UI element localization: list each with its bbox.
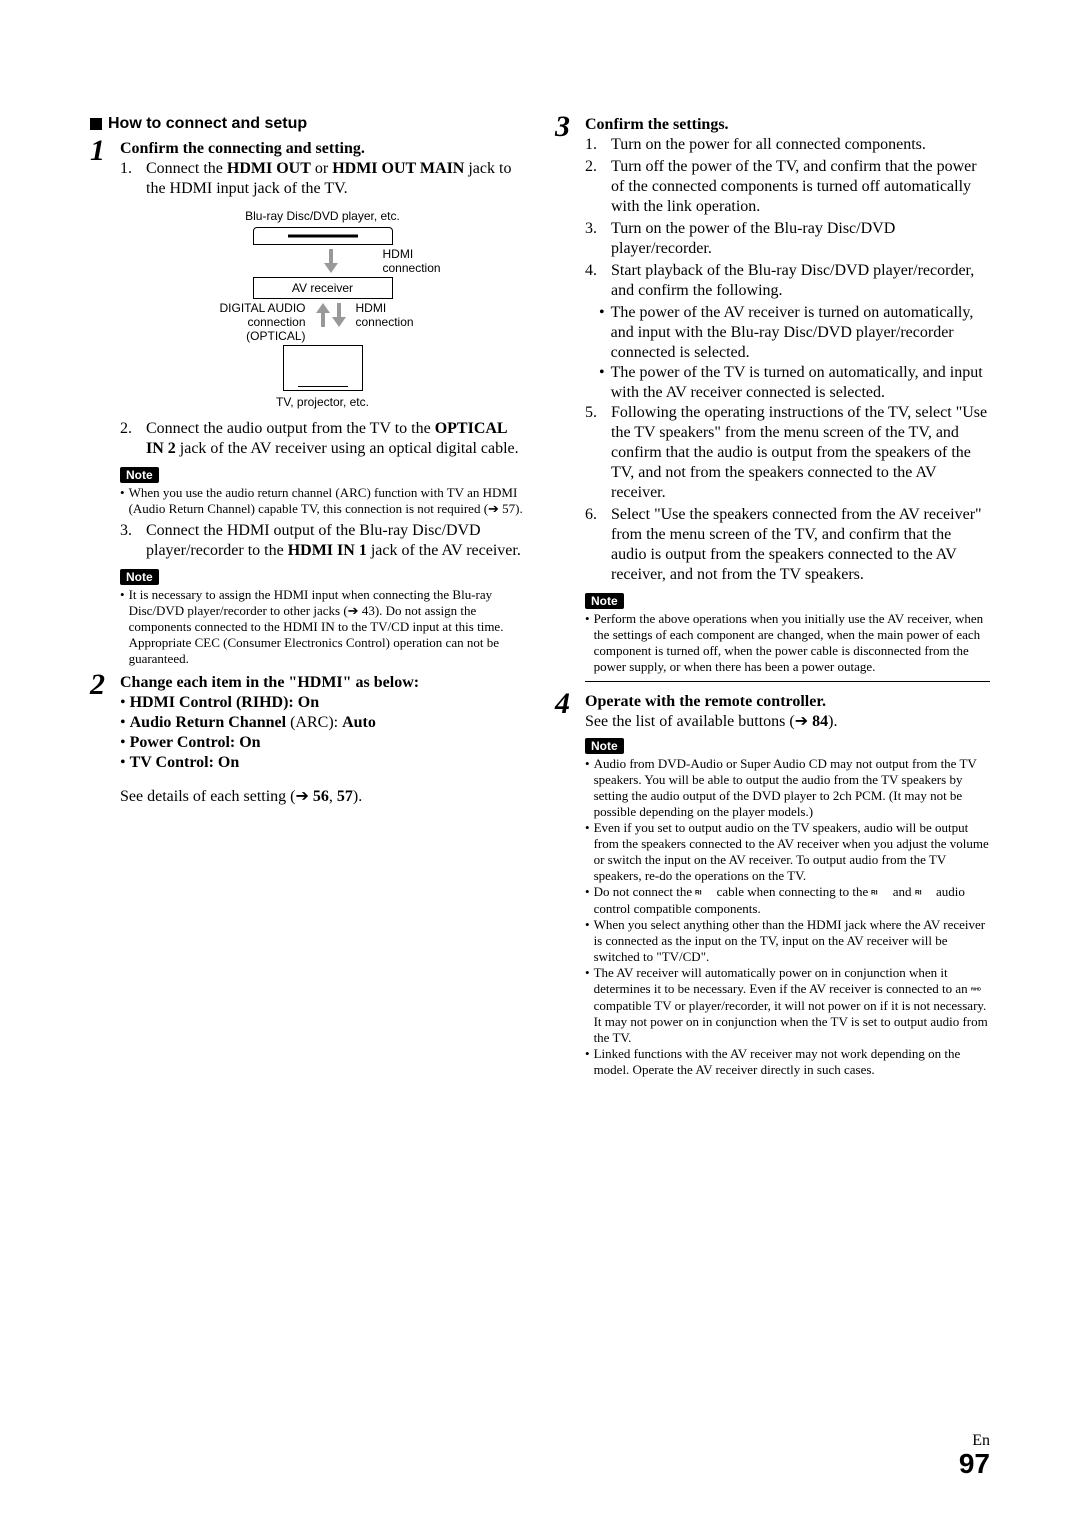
list-item: 1. Connect the HDMI OUT or HDMI OUT MAIN…: [120, 159, 525, 199]
diagram-hdmi-label2: HDMIconnection: [356, 301, 436, 329]
list-item: 3.Turn on the power of the Blu-ray Disc/…: [585, 219, 990, 259]
list-item: 6.Select "Use the speakers connected fro…: [585, 505, 990, 585]
arrow-down-icon: [332, 303, 346, 327]
diagram-top-label: Blu-ray Disc/DVD player, etc.: [183, 209, 463, 223]
receiver-box-icon: AV receiver: [253, 277, 393, 299]
bullet-item: • TV Control: On: [120, 753, 525, 773]
rihd-icon: RIHD: [971, 982, 989, 998]
step-title: Confirm the settings.: [585, 115, 990, 135]
left-column: How to connect and setup 1 Confirm the c…: [90, 115, 525, 1082]
diagram-bottom-label: TV, projector, etc.: [183, 395, 463, 409]
arrow-up-icon: [316, 303, 330, 327]
tv-box-icon: [283, 345, 363, 391]
ri-icon: RI: [695, 885, 713, 901]
note-item: •When you select anything other than the…: [585, 917, 990, 965]
list-item: 2.Turn off the power of the TV, and conf…: [585, 157, 990, 217]
step-4: 4 Operate with the remote controller. Se…: [555, 692, 990, 1078]
bullet-item: • Audio Return Channel (ARC): Auto: [120, 713, 525, 733]
arrow-down-icon: [324, 249, 338, 273]
note-item: •Audio from DVD-Audio or Super Audio CD …: [585, 756, 990, 820]
note-item: •Linked functions with the AV receiver m…: [585, 1046, 990, 1078]
step-number: 3: [555, 115, 577, 688]
note-item: • It is necessary to assign the HDMI inp…: [120, 587, 525, 667]
note-item: •The AV receiver will automatically powe…: [585, 965, 990, 1046]
connection-diagram: Blu-ray Disc/DVD player, etc. HDMIconnec…: [183, 209, 463, 409]
sub-bullet: •The power of the AV receiver is turned …: [585, 303, 990, 363]
bullet-item: • HDMI Control (RIHD): On: [120, 693, 525, 713]
list-text: Connect the HDMI output of the Blu-ray D…: [146, 521, 525, 561]
list-text: Connect the audio output from the TV to …: [146, 419, 525, 459]
note-badge: Note: [120, 569, 159, 585]
diagram-optical-label: DIGITAL AUDIOconnection(OPTICAL): [210, 301, 306, 343]
page-footer: En 97: [959, 1432, 990, 1478]
list-item: 5.Following the operating instructions o…: [585, 403, 990, 503]
step-1: 1 Confirm the connecting and setting. 1.…: [90, 139, 525, 667]
note-badge: Note: [585, 593, 624, 609]
bluray-box-icon: [253, 227, 393, 245]
diagram-hdmi-label: HDMIconnection: [383, 247, 463, 275]
note-item: • When you use the audio return channel …: [120, 485, 525, 517]
page-number: 97: [959, 1450, 990, 1478]
step-number: 4: [555, 692, 577, 1078]
list-text: Connect the HDMI OUT or HDMI OUT MAIN ja…: [146, 159, 525, 199]
note-badge: Note: [120, 467, 159, 483]
right-column: 3 Confirm the settings. 1.Turn on the po…: [555, 115, 990, 1082]
bullet-item: • Power Control: On: [120, 733, 525, 753]
svg-text:RI: RI: [915, 889, 922, 896]
step-footer: See details of each setting (➔ 56, 57).: [120, 787, 525, 807]
svg-text:RI: RI: [695, 889, 702, 896]
list-item: 3. Connect the HDMI output of the Blu-ra…: [120, 521, 525, 561]
step-number: 1: [90, 139, 112, 667]
list-item: 1.Turn on the power for all connected co…: [585, 135, 990, 155]
step-3: 3 Confirm the settings. 1.Turn on the po…: [555, 115, 990, 688]
step-title: Change each item in the "HDMI" as below:: [120, 673, 525, 693]
step-title: Operate with the remote controller.: [585, 692, 990, 712]
step-2: 2 Change each item in the "HDMI" as belo…: [90, 673, 525, 807]
list-item: 4.Start playback of the Blu-ray Disc/DVD…: [585, 261, 990, 301]
sub-bullet: •The power of the TV is turned on automa…: [585, 363, 990, 403]
svg-text:RIHD: RIHD: [971, 987, 981, 992]
step-body-text: See the list of available buttons (➔ 84)…: [585, 712, 990, 732]
step-number: 2: [90, 673, 112, 807]
ri-icon: RI: [871, 885, 889, 901]
step-title: Confirm the connecting and setting.: [120, 139, 525, 159]
note-item: • Perform the above operations when you …: [585, 611, 990, 675]
separator: [585, 681, 990, 682]
square-bullet-icon: [90, 118, 102, 130]
note-item: •Do not connect the RI cable when connec…: [585, 884, 990, 917]
section-title: How to connect and setup: [90, 115, 525, 133]
section-title-text: How to connect and setup: [108, 115, 307, 133]
note-badge: Note: [585, 738, 624, 754]
list-item: 2. Connect the audio output from the TV …: [120, 419, 525, 459]
ri-icon: RI: [915, 885, 933, 901]
note-item: •Even if you set to output audio on the …: [585, 820, 990, 884]
svg-text:RI: RI: [871, 889, 878, 896]
